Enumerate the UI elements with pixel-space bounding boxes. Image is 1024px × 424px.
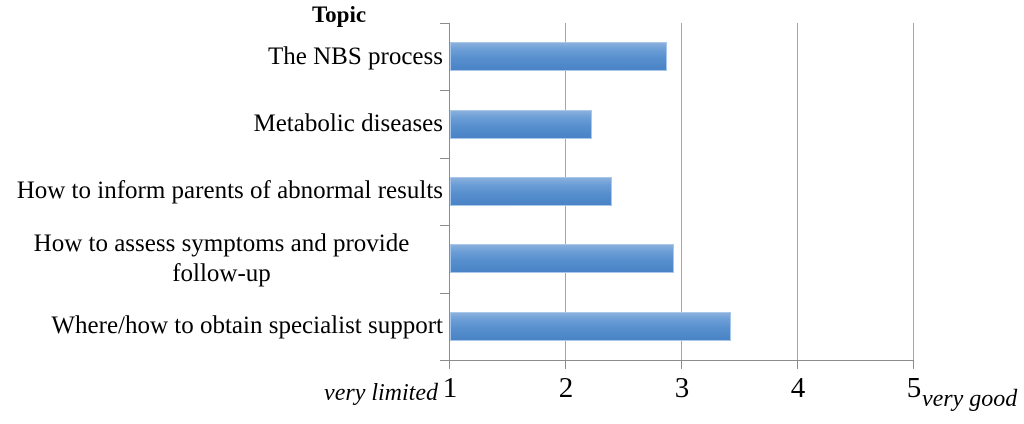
category-label-text: Metabolic diseases (253, 110, 443, 138)
category-labels-column: The NBS process Metabolic diseases How to … (0, 0, 443, 424)
x-axis-tick (797, 360, 798, 369)
gridline (681, 23, 682, 360)
y-axis-tick (440, 158, 449, 159)
category-label-text: The NBS process (268, 42, 443, 70)
gridline (797, 23, 798, 360)
x-axis-min-annotation: very limited (324, 380, 438, 406)
x-axis-tick (565, 360, 566, 369)
x-axis-tick-label: 2 (558, 372, 574, 404)
x-axis-tick-label: 5 (906, 372, 922, 404)
y-axis-tick (440, 360, 449, 361)
bar (450, 177, 613, 206)
category-label: How to inform parents of abnormal result… (0, 158, 443, 225)
x-axis-tick-label: 1 (442, 372, 458, 404)
category-label: Where/how to obtain specialist support (0, 293, 443, 360)
x-axis-tick (913, 360, 914, 369)
category-axis-title: Topic (311, 2, 367, 27)
x-axis-tick-label: 3 (674, 372, 690, 404)
y-axis-tick (440, 293, 449, 294)
category-label-text: How to inform parents of abnormal result… (16, 177, 443, 205)
x-axis-max-annotation: very good (922, 386, 1018, 412)
category-label: How to assess symptoms and provide follo… (0, 225, 443, 292)
bar (450, 109, 592, 139)
x-axis-tick (681, 360, 682, 369)
y-axis-tick (440, 90, 449, 91)
gridline (913, 23, 914, 360)
category-label-text: How to assess symptoms and provide follo… (33, 229, 410, 287)
x-axis-tick-label: 4 (790, 372, 806, 404)
category-label: Metabolic diseases (0, 90, 443, 157)
y-axis-tick (440, 23, 449, 24)
bar (450, 311, 731, 341)
category-label: The NBS process (0, 23, 443, 90)
y-axis-tick (440, 225, 449, 226)
x-axis-tick (449, 360, 450, 369)
y-axis-line (449, 23, 450, 360)
category-label-text: Where/how to obtain specialist support (51, 312, 443, 340)
bar (450, 42, 667, 72)
bar (450, 244, 674, 274)
